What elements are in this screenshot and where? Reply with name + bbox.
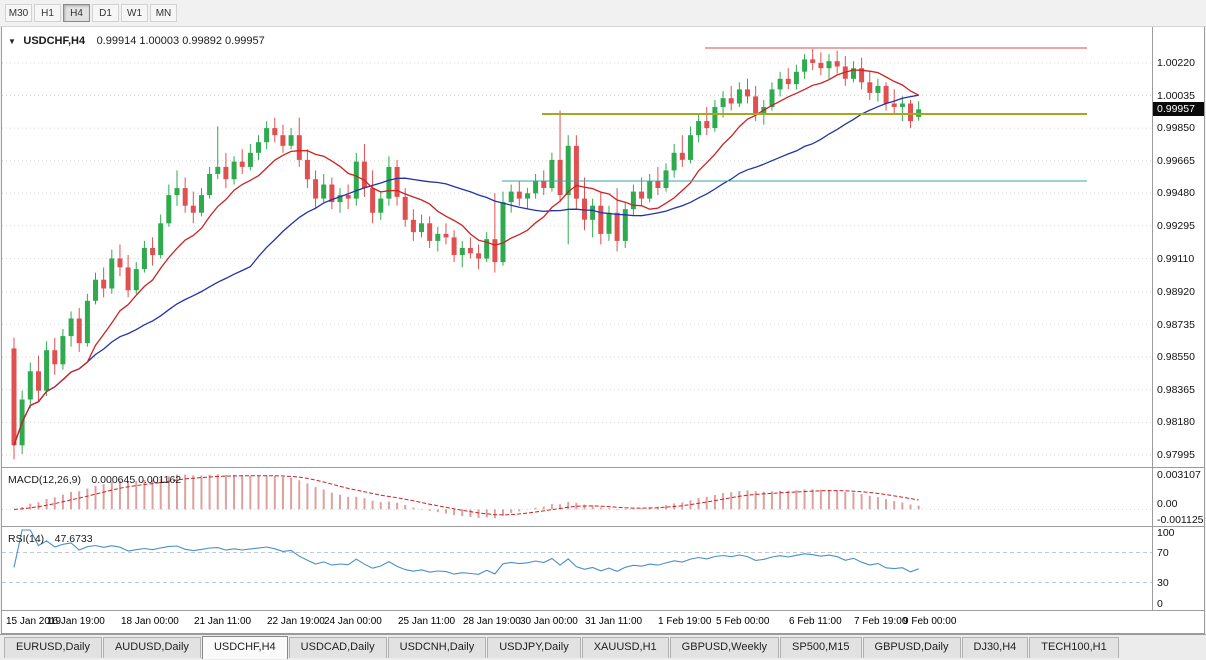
rsi-axis-label: 70 xyxy=(1157,547,1169,559)
price-axis-label: 0.99665 xyxy=(1157,155,1195,167)
timeframe-button-h4[interactable]: H4 xyxy=(63,4,90,22)
timeframe-button-d1[interactable]: D1 xyxy=(92,4,119,22)
time-axis[interactable]: 15 Jan 2019 16 Jan 19:00 18 Jan 00:00 21 Ja… xyxy=(2,611,1152,633)
time-axis-label: 7 Feb 19:00 xyxy=(854,616,908,627)
rsi-indicator-canvas[interactable] xyxy=(2,526,1152,610)
time-axis-label: 1 Feb 19:00 xyxy=(658,616,712,627)
macd-panel-separator[interactable] xyxy=(2,467,1204,468)
timeframe-button-w1[interactable]: W1 xyxy=(121,4,148,22)
macd-indicator-canvas[interactable] xyxy=(2,467,1152,526)
chart-tab-dj30-h4[interactable]: DJ30,H4 xyxy=(961,637,1029,658)
ohlc-values: 0.99914 1.00003 0.99892 0.99957 xyxy=(96,35,265,47)
time-axis-label: 5 Feb 00:00 xyxy=(716,616,770,627)
macd-axis-label: -0.001125 xyxy=(1157,514,1204,526)
time-axis-label: 30 Jan 00:00 xyxy=(520,616,578,627)
price-axis[interactable]: 1.00220 1.00035 0.99850 0.99665 0.99480 0.992… xyxy=(1153,27,1204,610)
rsi-axis-label: 0 xyxy=(1157,598,1163,610)
chart-tab-gbpusd-weekly[interactable]: GBPUSD,Weekly xyxy=(669,637,780,658)
time-axis-label: 6 Feb 11:00 xyxy=(789,616,842,627)
price-axis-label: 1.00035 xyxy=(1157,90,1195,102)
rsi-header: RSI(14) 47.6733 xyxy=(8,529,93,547)
macd-values: 0.000645 0.001162 xyxy=(91,474,182,486)
chart-tab-usdcnh-daily[interactable]: USDCNH,Daily xyxy=(387,637,487,658)
time-axis-label: 28 Jan 19:00 xyxy=(463,616,521,627)
price-axis-label: 0.97995 xyxy=(1157,449,1195,461)
timeframe-button-mn[interactable]: MN xyxy=(150,4,177,22)
chart-tab-audusd-daily[interactable]: AUDUSD,Daily xyxy=(102,637,201,658)
chart-tab-usdcad-daily[interactable]: USDCAD,Daily xyxy=(288,637,387,658)
price-axis-label: 0.99480 xyxy=(1157,187,1195,199)
chart-window: ▼ USDCHF,H4 0.99914 1.00003 0.99892 0.99… xyxy=(1,27,1205,634)
timeframe-toolbar: M30 H1 H4 D1 W1 MN xyxy=(0,0,1206,27)
price-axis-label: 0.98920 xyxy=(1157,286,1195,298)
price-axis-label: 0.99295 xyxy=(1157,220,1195,232)
macd-header: MACD(12,26,9) 0.000645 0.001162 xyxy=(8,470,181,488)
rsi-axis-label: 100 xyxy=(1157,527,1175,539)
chart-tab-bar: EURUSD,Daily AUDUSD,Daily USDCHF,H4 USDCAD,… xyxy=(0,634,1206,660)
chart-tab-xauusd-h1[interactable]: XAUUSD,H1 xyxy=(581,637,669,658)
time-axis-label: 21 Jan 11:00 xyxy=(194,616,252,627)
time-axis-label: 15 Jan 2019 xyxy=(6,616,62,627)
collapse-triangle-icon[interactable]: ▼ xyxy=(8,37,16,46)
macd-axis: 0.003107 0.00 -0.001125 xyxy=(1153,27,1204,610)
time-axis-label: 25 Jan 11:00 xyxy=(398,616,456,627)
chart-tab-sp500-m15[interactable]: SP500,M15 xyxy=(780,637,862,658)
rsi-label: RSI(14) xyxy=(8,533,45,545)
price-axis-label: 1.00220 xyxy=(1157,57,1195,69)
price-axis-label: 0.99850 xyxy=(1157,122,1195,134)
time-axis-label: 9 Feb 00:00 xyxy=(903,616,957,627)
price-axis-label: 0.99110 xyxy=(1157,253,1195,265)
macd-axis-label: 0.00 xyxy=(1157,498,1178,510)
chart-header: ▼ USDCHF,H4 0.99914 1.00003 0.99892 0.99… xyxy=(8,31,265,49)
time-axis-label: 18 Jan 00:00 xyxy=(121,616,179,627)
price-axis-label: 0.98550 xyxy=(1157,351,1195,363)
price-axis-separator xyxy=(1152,27,1153,610)
chart-tab-tech100-h1[interactable]: TECH100,H1 xyxy=(1029,637,1119,658)
rsi-axis: 100 70 30 0 xyxy=(1153,27,1204,610)
time-axis-label: 22 Jan 19:00 xyxy=(267,616,325,627)
price-axis-label: 0.98365 xyxy=(1157,384,1195,396)
timeframe-button-h1[interactable]: H1 xyxy=(34,4,61,22)
price-axis-label: 0.98180 xyxy=(1157,416,1195,428)
time-axis-label: 16 Jan 19:00 xyxy=(47,616,105,627)
candlestick-chart-canvas[interactable] xyxy=(2,27,1152,467)
chart-tab-usdchf-h4[interactable]: USDCHF,H4 xyxy=(201,636,288,659)
rsi-value: 47.6733 xyxy=(54,533,93,545)
timeframe-button-m30[interactable]: M30 xyxy=(5,4,32,22)
time-axis-label: 24 Jan 00:00 xyxy=(324,616,382,627)
time-axis-label: 31 Jan 11:00 xyxy=(585,616,643,627)
rsi-axis-label: 30 xyxy=(1157,577,1169,589)
macd-axis-label: 0.003107 xyxy=(1157,469,1201,481)
price-axis-label: 0.98735 xyxy=(1157,319,1195,331)
current-price-badge: 0.99957 xyxy=(1153,102,1204,116)
symbol-timeframe-label: USDCHF,H4 xyxy=(23,35,86,47)
macd-label: MACD(12,26,9) xyxy=(8,474,81,486)
time-axis-separator xyxy=(2,610,1204,611)
chart-tab-gbpusd-daily[interactable]: GBPUSD,Daily xyxy=(862,637,961,658)
rsi-panel-separator[interactable] xyxy=(2,526,1204,527)
chart-tab-usdjpy-daily[interactable]: USDJPY,Daily xyxy=(487,637,581,658)
chart-tab-eurusd-daily[interactable]: EURUSD,Daily xyxy=(4,637,102,658)
